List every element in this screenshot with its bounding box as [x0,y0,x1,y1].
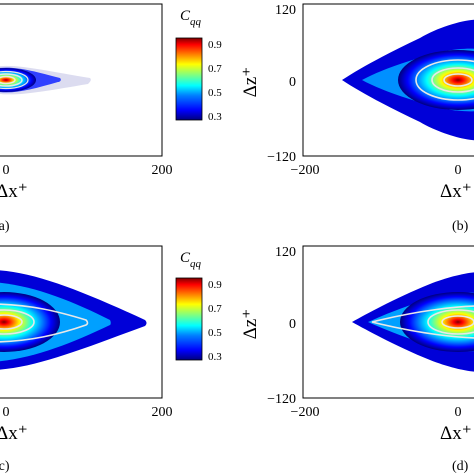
panel-a-colorbar-bar [175,37,203,121]
panel-b-xlabel: Δx⁺ [440,181,472,202]
panel-d-contour-3 [441,315,474,329]
panel-c-contour-3 [0,314,23,330]
panel-c-contour-2 [0,309,35,335]
panel-a-xtick-0: 0 [3,163,10,178]
panel-d-ytick-0: 120 [275,245,296,260]
panel-b-ylabel: Δz⁺ [240,67,261,98]
panel-c-label: (c) [0,459,10,474]
panel-b-contour-3 [443,73,473,87]
panel-d: 120 0 −120 Δz⁺ −200 0 Δx⁺ (d) [240,245,474,474]
panel-c-colorbar: Cqq 0.9 0.7 0.5 0.3 [175,250,222,363]
panel-a-contour-2 [0,75,16,85]
panel-b-frame [302,3,474,157]
panel-d-ytick-2: −120 [267,392,296,407]
panel-a-cbtick-1: 0.7 [208,63,222,75]
panel-b-ytick-1: 0 [289,75,296,90]
panel-d-frame [302,245,474,399]
panel-d-ytick-1: 0 [289,317,296,332]
panel-d-xlabel: Δx⁺ [440,423,472,444]
panel-d-xtick-0: −200 [291,405,320,420]
panel-a-contour-3 [0,70,29,90]
panel-b-xtick-1: 0 [455,163,462,178]
panel-a-xtick-1: 200 [152,163,173,178]
panel-d-contour-1 [371,305,474,339]
panel-a-cbtick-0: 0.9 [208,39,222,51]
panel-c-xlabel: Δx⁺ [0,423,28,444]
panel-a-colorbar: Cqq 0.9 0.7 0.5 0.3 [175,8,222,123]
panel-a-colorbar-label: Cqq [180,8,202,28]
panel-a-xlabel: Δx⁺ [0,181,28,202]
panel-c-xtick-0: 0 [3,405,10,420]
panel-a: 0 200 Δx⁺ (a) Cqq 0.9 0.7 0.5 0.3 [0,3,222,234]
panel-c-colorbar-label: Cqq [180,250,202,270]
panel-b-field [342,19,474,141]
panel-c-xtick-1: 200 [152,405,173,420]
panel-c-cbtick-2: 0.5 [208,327,222,339]
panel-c-field [0,270,147,370]
panel-b-core [398,50,474,110]
panel-c-cbtick-0: 0.9 [208,279,222,291]
panel-c-cbtick-1: 0.7 [208,303,222,315]
panel-d-field [352,272,474,372]
panel-d-label: (d) [452,459,469,474]
panel-b-ytick-0: 120 [275,3,296,18]
panel-b-contour-1 [415,59,474,101]
panel-a-field [0,65,91,95]
panel-a-contour-1 [0,73,23,87]
panel-a-frame [0,3,163,157]
panel-d-ylabel: Δz⁺ [240,309,261,340]
panel-b: 120 0 −120 Δz⁺ −200 0 Δx⁺ (b) [240,3,474,234]
panel-b-contour-2 [431,67,474,93]
panel-c-contour-1 [0,303,89,343]
panel-b-ytick-2: −120 [267,150,296,165]
panel-c-frame [0,245,163,399]
panel-d-xtick-1: 0 [455,405,462,420]
panel-c-cbtick-3: 0.3 [208,351,222,363]
panel-b-label: (b) [452,219,469,234]
panel-a-cbtick-3: 0.3 [208,111,222,123]
panel-a-cbtick-2: 0.5 [208,87,222,99]
panel-c-colorbar-bar [175,277,203,361]
panel-b-xtick-0: −200 [291,163,320,178]
panel-c: 0 200 Δx⁺ (c) Cqq 0.9 0.7 0.5 0.3 [0,245,222,474]
panel-a-label: (a) [0,219,10,234]
panel-d-contour-2 [427,309,474,335]
